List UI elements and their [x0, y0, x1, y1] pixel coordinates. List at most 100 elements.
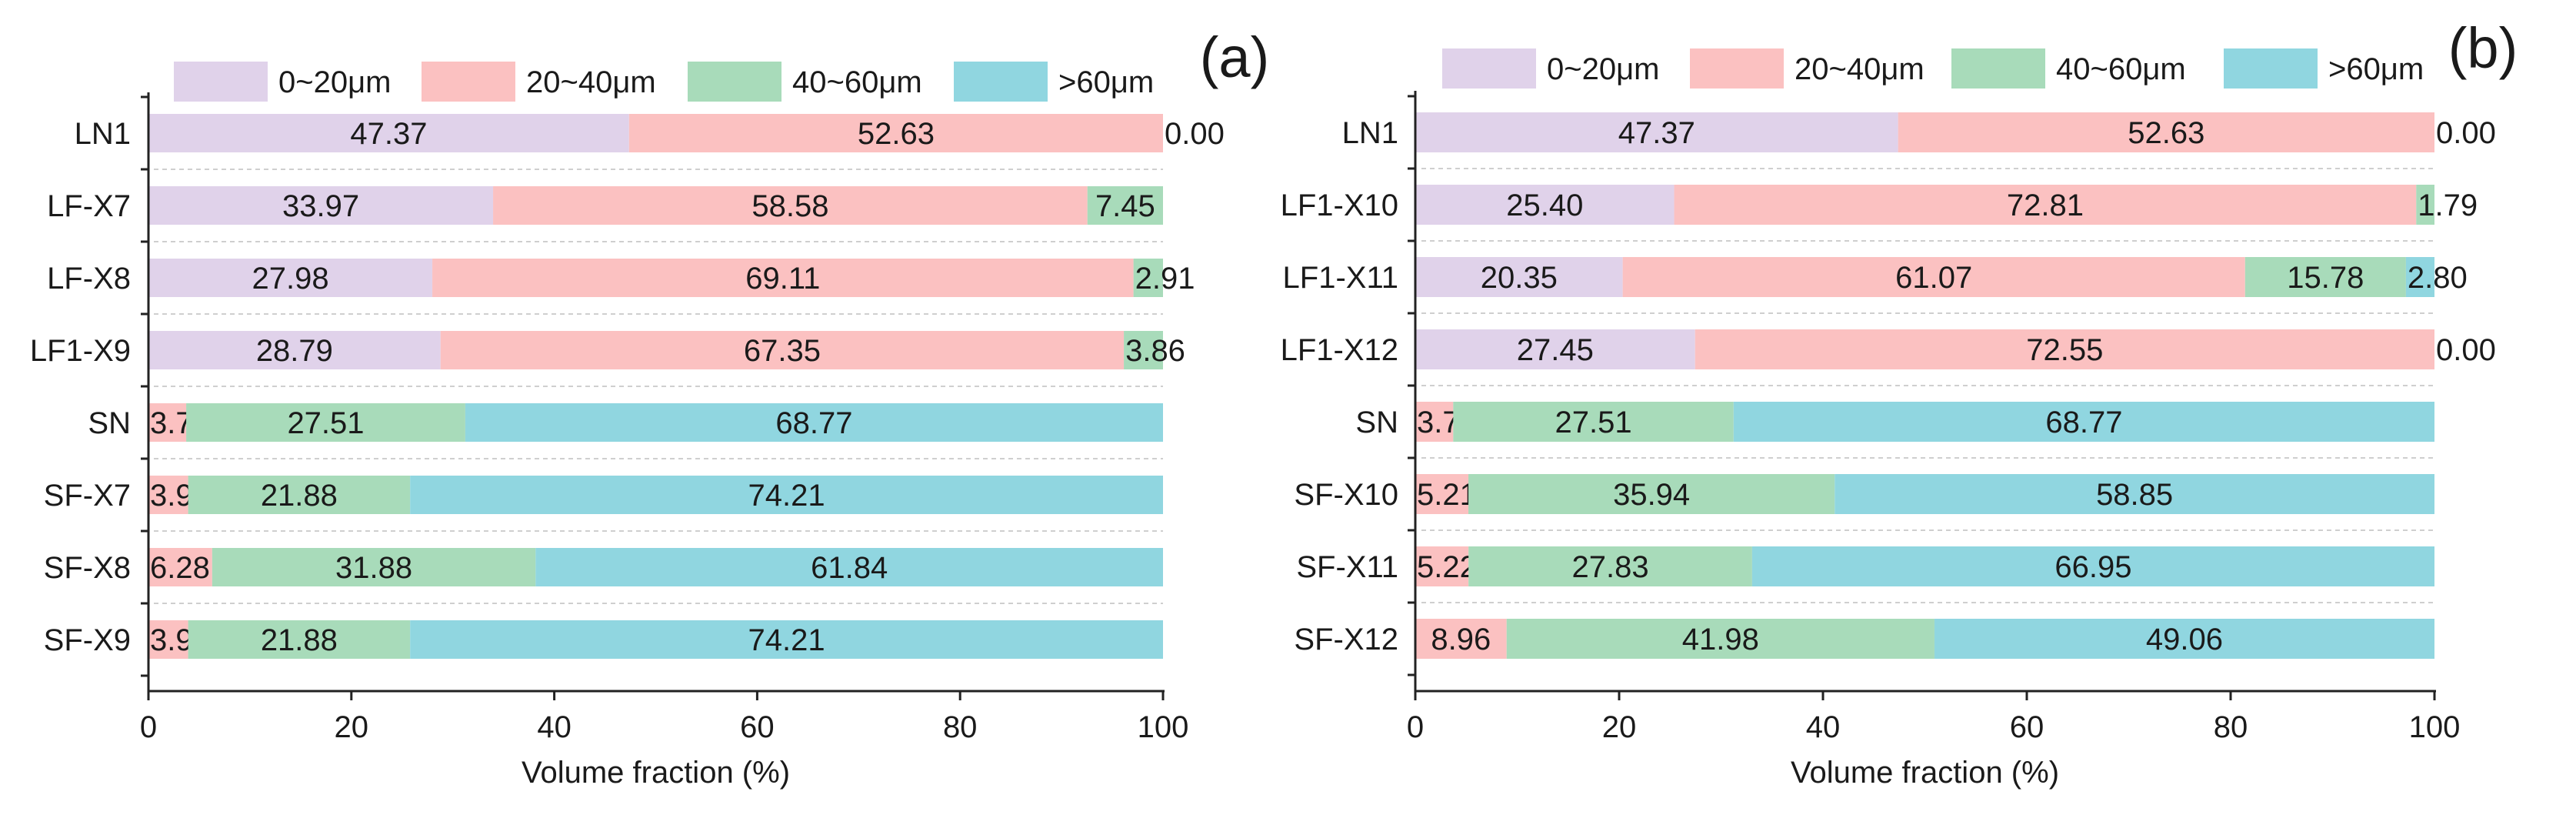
legend-swatch [2224, 48, 2318, 89]
bar-data-label: 47.37 [350, 117, 427, 151]
category-label: LF-X8 [47, 262, 131, 296]
bar-segment [1453, 402, 1734, 442]
bar-segment [1468, 474, 1835, 514]
bar-segment [1674, 185, 2417, 225]
bar-segment [1133, 259, 1163, 297]
bar-segment [148, 114, 629, 152]
bar-data-label: 8.96 [1431, 623, 1491, 656]
bar-segment [1415, 619, 1507, 659]
legend-label: 0~20μm [278, 65, 391, 99]
bar-segment [1415, 257, 1623, 297]
bar-data-label: 31.88 [335, 551, 412, 585]
bar-segment [1468, 546, 1752, 586]
bar-data-label: 69.11 [745, 262, 820, 296]
category-label: SF-X9 [44, 623, 131, 657]
bar-data-label: 1.79 [2418, 189, 2478, 222]
bar-data-label: 47.37 [1618, 116, 1695, 150]
category-label: LF1-X9 [30, 334, 131, 368]
bar-data-label: 74.21 [748, 623, 825, 657]
bar-segment [1835, 474, 2434, 514]
bar-data-label: 20.35 [1481, 261, 1558, 295]
category-label: LN1 [1342, 116, 1398, 150]
bar-data-label: 67.35 [744, 334, 821, 368]
category-label: LF-X7 [47, 189, 131, 223]
bar-segment [148, 620, 188, 659]
legend-label: 0~20μm [1547, 52, 1659, 86]
bar-segment [628, 114, 1163, 152]
category-label: SF-X8 [44, 551, 131, 585]
bar-data-label: 58.58 [751, 189, 828, 223]
bar-segment [2244, 257, 2406, 297]
bar-data-label: 21.88 [261, 479, 338, 513]
x-tick-label: 100 [1138, 710, 1189, 744]
bar-segment [1415, 329, 1695, 369]
bar-data-label: 72.55 [2026, 333, 2103, 367]
legend-swatch [954, 62, 1048, 102]
bar-segment [2416, 185, 2434, 225]
bar-segment [1751, 546, 2434, 586]
legend-swatch [1690, 48, 1784, 89]
x-tick-label: 20 [1602, 710, 1637, 744]
bar-data-label: 0.00 [2436, 116, 2496, 150]
legend-label: 20~40μm [526, 65, 656, 99]
x-axis-title: Volume fraction (%) [522, 756, 790, 790]
bar-data-label: 68.77 [2045, 406, 2122, 439]
bar-data-label: 0.00 [1165, 117, 1225, 151]
legend-label: 40~60μm [2056, 52, 2186, 86]
category-label: LF1-X11 [1283, 261, 1398, 295]
x-tick-label: 40 [537, 710, 572, 744]
panel-b-chart: 47.37 52.63 0.00 LN1 25.40 72.81 1.79 LF1-X10 20… [1281, 16, 2518, 790]
bar-data-label: 3.86 [1125, 334, 1185, 368]
bar-data-label: 68.77 [775, 406, 852, 440]
bar-segment [1622, 257, 2245, 297]
legend-label: >60μm [1058, 65, 1154, 99]
bar-segment [465, 403, 1163, 442]
bar-segment [1898, 112, 2434, 152]
bar-segment [212, 548, 536, 586]
bar-segment [1415, 402, 1454, 442]
category-label: SN [1355, 406, 1398, 439]
legend-swatch [1951, 48, 2045, 89]
bar-segment [1415, 185, 1675, 225]
legend-swatch [1442, 48, 1536, 89]
legend-label: 20~40μm [1795, 52, 1925, 86]
bar-data-label: 61.07 [1895, 261, 1972, 295]
category-label: SN [88, 406, 131, 440]
bar-segment [148, 548, 212, 586]
panel-a-chart: 47.37 52.63 0.00 LN1 33.97 58.58 7.45 LF-X7 27.9… [30, 25, 1269, 790]
legend-swatch [422, 62, 515, 102]
bar-segment [535, 548, 1163, 586]
bar-data-label: 27.51 [287, 406, 364, 440]
bar-data-label: 66.95 [2054, 550, 2131, 584]
bar-data-label: 33.97 [282, 189, 359, 223]
bar-segment [1506, 619, 1934, 659]
bar-segment [188, 620, 411, 659]
bar-data-label: 52.63 [2128, 116, 2204, 150]
x-tick-label: 0 [140, 710, 157, 744]
bar-data-label: 5.22 [1417, 550, 1477, 584]
x-tick-label: 80 [943, 710, 978, 744]
panel-label: (b) [2448, 16, 2518, 80]
bar-data-label: 27.51 [1555, 406, 1631, 439]
bar-segment [440, 331, 1125, 369]
bar-segment [1415, 474, 1469, 514]
bar-segment [148, 186, 494, 225]
bar-data-label: 15.78 [2287, 261, 2364, 295]
category-label: SF-X12 [1294, 623, 1398, 656]
bar-segment [1695, 329, 2434, 369]
bar-segment [1934, 619, 2434, 659]
legend-label: >60μm [2328, 52, 2424, 86]
bar-data-label: 49.06 [2146, 623, 2223, 656]
x-tick-label: 60 [2010, 710, 2044, 744]
bar-data-label: 2.91 [1135, 262, 1195, 296]
bar-segment [1733, 402, 2434, 442]
bar-segment [493, 186, 1088, 225]
legend-label: 40~60μm [792, 65, 922, 99]
bar-segment [148, 403, 187, 442]
bar-data-label: 72.81 [2007, 189, 2084, 222]
bar-data-label: 41.98 [1682, 623, 1759, 656]
x-tick-label: 60 [740, 710, 775, 744]
bar-data-label: 61.84 [811, 551, 888, 585]
bar-data-label: 58.85 [2096, 478, 2173, 512]
